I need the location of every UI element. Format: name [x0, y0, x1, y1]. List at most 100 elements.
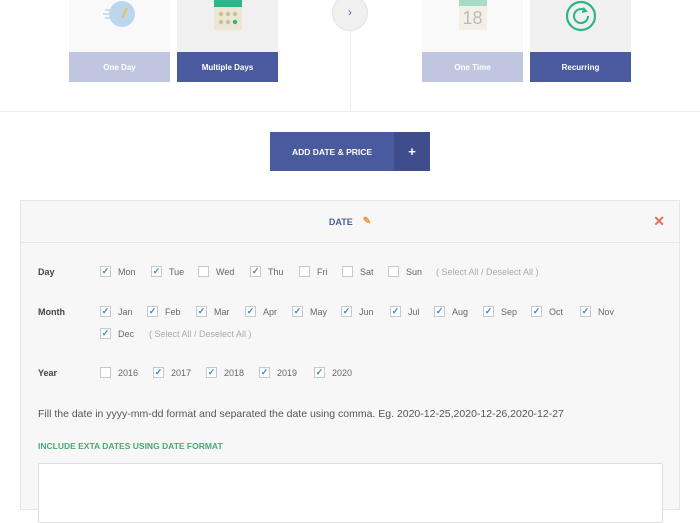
day-checkbox-fri[interactable]: Fri [299, 266, 328, 277]
month-select-all-link[interactable]: ( Select All / Deselect All ) [149, 329, 252, 339]
checkbox-label: Jan [118, 306, 133, 317]
day-checkbox-sun[interactable]: Sun [388, 266, 422, 277]
checkmark-icon[interactable]: ✓ [341, 306, 352, 317]
month-checkbox-apr[interactable]: ✓ Apr [245, 306, 277, 317]
chevron-right-icon: › [348, 7, 352, 19]
checkmark-icon[interactable]: ✓ [314, 367, 325, 378]
day-checkbox-wed[interactable]: Wed [198, 266, 234, 277]
checkmark-icon[interactable]: ✓ [259, 367, 270, 378]
option-label: One Day [69, 52, 170, 82]
day-checkbox-thu[interactable]: ✓ Thu [250, 266, 284, 277]
checkbox-label: Mon [118, 266, 136, 277]
checkbox-box[interactable] [100, 367, 111, 378]
recurring-icon [565, 0, 596, 32]
checkmark-icon[interactable]: ✓ [153, 367, 164, 378]
checkmark-icon[interactable]: ✓ [100, 306, 111, 317]
checkbox-label: 2016 [118, 367, 139, 378]
calendar-grid-icon [213, 0, 242, 30]
panel-title: DATE [328, 216, 353, 227]
day-checkbox-mon[interactable]: ✓ Mon [100, 266, 136, 277]
day-checkbox-tue[interactable]: ✓ Tue [151, 266, 184, 277]
option-one-time[interactable]: 18 One Time [422, 0, 523, 82]
checkmark-icon[interactable]: ✓ [245, 306, 256, 317]
checkbox-label: Fri [317, 266, 328, 277]
month-checkbox-oct[interactable]: ✓ Oct [531, 306, 563, 317]
year-checkbox-2017[interactable]: ✓ 2017 [153, 367, 191, 378]
checkbox-label: Aug [452, 306, 469, 317]
checkbox-label: Jul [408, 306, 420, 317]
checkbox-label: Feb [165, 306, 181, 317]
checkbox-label: Sep [501, 306, 518, 317]
checkmark-icon[interactable]: ✓ [390, 306, 401, 317]
checkbox-label: Jun [359, 306, 374, 317]
checkmark-icon[interactable]: ✓ [196, 306, 207, 317]
checkbox-label: May [310, 306, 328, 317]
checkbox-box[interactable] [342, 266, 353, 277]
checkmark-icon[interactable]: ✓ [100, 266, 111, 277]
panel-header: DATE ✎ ✕ [21, 201, 679, 243]
calendar-date-icon [458, 0, 487, 30]
plus-icon: + [394, 132, 430, 171]
extra-dates-label: INCLUDE EXTA DATES USING DATE FORMAT [38, 441, 223, 451]
checkbox-label: 2017 [171, 367, 192, 378]
month-checkbox-mar[interactable]: ✓ Mar [196, 306, 230, 317]
edit-icon[interactable]: ✎ [362, 216, 372, 227]
checkmark-icon[interactable]: ✓ [292, 306, 303, 317]
checkbox-label: Nov [598, 306, 615, 317]
checkbox-box[interactable] [299, 266, 310, 277]
checkmark-icon[interactable]: ✓ [531, 306, 542, 317]
year-checkbox-2018[interactable]: ✓ 2018 [206, 367, 244, 378]
month-checkbox-aug[interactable]: ✓ Aug [434, 306, 468, 317]
month-checkbox-jan[interactable]: ✓ Jan [100, 306, 133, 317]
option-multiple-days[interactable]: Multiple Days [177, 0, 278, 82]
checkbox-label: Dec [118, 328, 135, 339]
checkbox-label: 2019 [277, 367, 298, 378]
checkbox-label: Apr [263, 306, 278, 317]
month-checkbox-dec[interactable]: ✓ Dec [100, 328, 134, 339]
option-recurring[interactable]: Recurring [530, 0, 631, 82]
checkmark-icon[interactable]: ✓ [580, 306, 591, 317]
checkmark-icon[interactable]: ✓ [434, 306, 445, 317]
checkbox-label: Sun [406, 266, 423, 277]
checkbox-label: Thu [268, 266, 284, 277]
add-date-price-button[interactable]: ADD DATE & PRICE + [270, 132, 430, 171]
checkbox-box[interactable] [198, 266, 209, 277]
month-checkbox-may[interactable]: ✓ May [292, 306, 327, 317]
option-label: Multiple Days [177, 52, 278, 82]
checkmark-icon[interactable]: ✓ [206, 367, 217, 378]
section-divider [0, 111, 700, 112]
stopwatch-icon [102, 1, 135, 27]
checkbox-label: 2018 [224, 367, 245, 378]
year-checkbox-2020[interactable]: ✓ 2020 [314, 367, 352, 378]
add-button-label: ADD DATE & PRICE [291, 146, 373, 157]
month-checkbox-nov[interactable]: ✓ Nov [580, 306, 614, 317]
month-checkbox-jul[interactable]: ✓ Jul [390, 306, 420, 317]
next-arrow-button[interactable]: › [332, 0, 368, 31]
checkbox-label: Sat [360, 266, 374, 277]
close-icon[interactable]: ✕ [653, 213, 665, 229]
checkbox-label: Wed [216, 266, 235, 277]
date-number: 18 [462, 8, 483, 28]
month-checkbox-feb[interactable]: ✓ Feb [147, 306, 181, 317]
month-checkbox-sep[interactable]: ✓ Sep [483, 306, 517, 317]
checkbox-label: Oct [549, 306, 564, 317]
day-label: Day [38, 267, 55, 277]
checkmark-icon[interactable]: ✓ [151, 266, 162, 277]
divider [350, 20, 351, 111]
date-format-hint: Fill the date in yyyy-mm-dd format and s… [38, 408, 564, 420]
checkbox-label: 2020 [332, 367, 353, 378]
checkmark-icon[interactable]: ✓ [147, 306, 158, 317]
month-checkbox-jun[interactable]: ✓ Jun [341, 306, 374, 317]
day-checkbox-sat[interactable]: Sat [342, 266, 374, 277]
checkbox-box[interactable] [388, 266, 399, 277]
year-checkbox-2016[interactable]: 2016 [100, 367, 138, 378]
extra-dates-textarea[interactable] [38, 463, 663, 523]
option-one-day[interactable]: One Day [69, 0, 170, 82]
day-select-all-link[interactable]: ( Select All / Deselect All ) [436, 267, 539, 277]
year-checkbox-2019[interactable]: ✓ 2019 [259, 367, 297, 378]
option-label: Recurring [530, 52, 631, 82]
date-panel: DATE ✎ ✕ Day Month Year ✓ Mon ✓ Tue Wed ✓ Thu F… [20, 200, 680, 523]
checkmark-icon[interactable]: ✓ [483, 306, 494, 317]
checkmark-icon[interactable]: ✓ [250, 266, 261, 277]
checkmark-icon[interactable]: ✓ [100, 328, 111, 339]
